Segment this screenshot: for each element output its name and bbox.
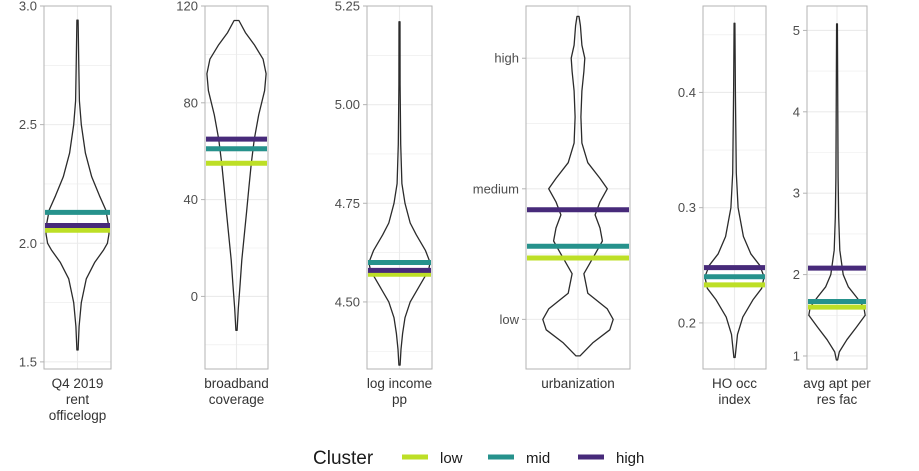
y-tick-label: 0.3	[678, 200, 696, 215]
violin-shape	[808, 23, 866, 361]
panel-x-label: avg apt per res fac	[803, 376, 871, 407]
legend-title: Cluster	[313, 448, 374, 469]
y-tick-label: 0.4	[678, 85, 696, 100]
y-tick-label: medium	[473, 181, 519, 196]
panel-border	[366, 5, 433, 370]
y-tick-label: 5	[793, 23, 800, 38]
legend-label-low: low	[440, 450, 463, 467]
y-tick-label: 4.50	[335, 294, 360, 309]
panel-border	[43, 5, 112, 370]
y-tick-label: 80	[184, 95, 198, 110]
legend: Cluster low mid high	[313, 448, 644, 469]
y-tick-label: 0.2	[678, 315, 696, 330]
y-tick-label: 3.0	[19, 0, 37, 14]
violin-shape	[368, 21, 431, 366]
violin-shape	[206, 19, 267, 331]
y-tick-label: 1.5	[19, 354, 37, 369]
panel-border	[806, 5, 868, 370]
y-tick-label: 40	[184, 192, 198, 207]
y-tick-label: 2	[793, 267, 800, 282]
panel-border	[525, 5, 631, 370]
panel-x-label: Q4 2019 rent officelogp	[49, 376, 107, 423]
violin-panel-6: 1 2 3 4 5 avg apt per res fac	[793, 5, 871, 407]
y-tick-label: high	[494, 51, 519, 66]
violin-panel-1: 1.5 2.0 2.5 3.0 Q4 2019 rent officelogp	[19, 0, 112, 423]
panel-x-label: log income pp	[367, 376, 432, 407]
panel-border	[204, 5, 269, 370]
y-tick-label: 5.25	[335, 0, 360, 14]
y-tick-label: 3	[793, 186, 800, 201]
violin-panel-5: 0.2 0.3 0.4 HO occ index	[678, 5, 767, 407]
y-tick-label: 120	[176, 0, 198, 14]
y-tick-label: low	[499, 312, 519, 327]
panel-x-label: urbanization	[541, 376, 615, 391]
violin-panel-2: 0 40 80 120 broadband coverage	[176, 0, 268, 407]
y-tick-label: 5.00	[335, 97, 360, 112]
panel-border	[702, 5, 767, 370]
y-tick-label: 2.5	[19, 117, 37, 132]
y-tick-label: 0	[191, 289, 198, 304]
violin-panel-3: 4.50 4.75 5.00 5.25 log income pp	[335, 0, 433, 407]
violin-shape	[45, 19, 110, 351]
y-tick-label: 4.75	[335, 196, 360, 211]
y-tick-label: 1	[793, 348, 800, 363]
panel-x-label: HO occ index	[712, 376, 757, 407]
panel-x-label: broadband coverage	[204, 376, 269, 407]
violin-panel-4: low medium high urbanization	[473, 5, 631, 391]
y-tick-label: 2.0	[19, 236, 37, 251]
legend-label-mid: mid	[526, 450, 550, 467]
y-tick-label: 4	[793, 104, 800, 119]
legend-label-high: high	[616, 450, 644, 467]
